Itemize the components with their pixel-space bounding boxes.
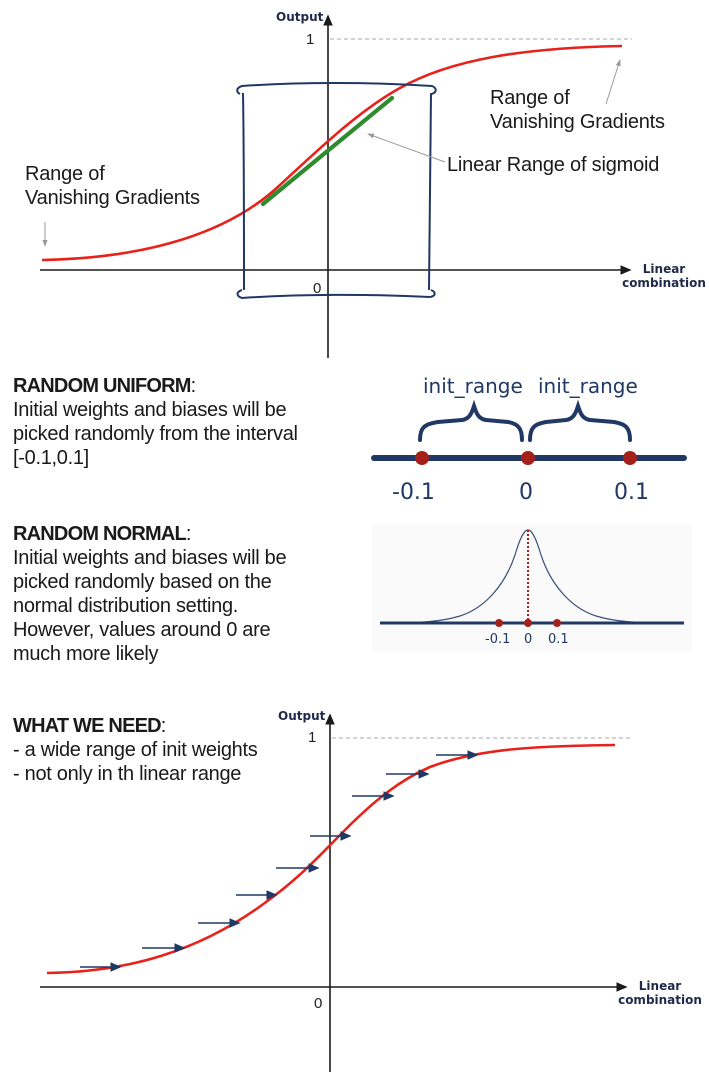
bottom-chart: [40, 713, 630, 1072]
random-normal-heading-colon: :: [185, 523, 192, 545]
top-x-axis-label-line2: combination: [622, 276, 706, 290]
what-we-need-section: WHAT WE NEED: - a wide range of init wei…: [13, 714, 313, 786]
top-y-axis-label: Output: [276, 10, 324, 24]
normal-tick-left: -0.1: [485, 632, 511, 647]
bottom-origin-label: 0: [314, 995, 323, 1012]
top-y-tick-1: 1: [306, 31, 315, 48]
uniform-tick-center: 0: [519, 480, 533, 505]
top-sigmoid-curve: [41, 44, 623, 262]
normal-diagram: [372, 524, 692, 652]
normal-tick-center: 0: [524, 632, 533, 647]
random-normal-section: RANDOM NORMAL: Initial weights and biase…: [13, 522, 363, 666]
bottom-x-axis-label-line1: Linear: [638, 979, 682, 993]
normal-tick-right: 0.1: [548, 632, 569, 647]
top-x-axis-label-line1: Linear: [642, 262, 686, 276]
bottom-x-axis-label-line2: combination: [618, 993, 702, 1007]
normal-diagram-bg: [372, 524, 692, 652]
right-vanishing-pointer: [605, 59, 621, 105]
uniform-tick-right: 0.1: [614, 480, 649, 505]
linear-range-annotation: Linear Range of sigmoid: [447, 154, 660, 176]
left-vanishing-line2: Vanishing Gradients: [25, 187, 200, 209]
top-x-axis-label: Linear combination: [622, 262, 706, 290]
uniform-dot-right: [623, 451, 637, 465]
random-normal-heading: RANDOM NORMAL: [13, 523, 187, 545]
top-linear-segment: [260, 95, 395, 207]
bottom-y-axis-label: Output: [278, 709, 326, 723]
bottom-y-tick-1: 1: [308, 729, 317, 746]
right-vanishing-line1: Range of: [490, 87, 570, 109]
bottom-x-axis-label: Linear combination: [618, 979, 702, 1007]
what-we-need-body: - a wide range of init weights - not onl…: [13, 739, 258, 785]
init-range-label-left: init_range: [423, 374, 523, 398]
top-chart: [40, 14, 632, 358]
uniform-diagram: [371, 399, 687, 465]
right-vanishing-annotation: Range of Vanishing Gradients: [490, 86, 665, 134]
random-uniform-section: RANDOM UNIFORM: Initial weights and bias…: [13, 374, 363, 470]
left-vanishing-annotation: Range of Vanishing Gradients: [25, 162, 200, 210]
uniform-dot-left: [415, 451, 429, 465]
what-we-need-heading-colon: :: [160, 715, 167, 737]
normal-dot-center: [524, 619, 532, 627]
uniform-dot-center: [521, 451, 535, 465]
random-normal-body: Initial weights and biases will be picke…: [13, 547, 287, 665]
init-range-label-right: init_range: [538, 374, 638, 398]
linear-range-pointer: [367, 133, 446, 163]
normal-dot-left: [495, 619, 503, 627]
top-origin-label: 0: [313, 280, 322, 297]
right-curly-brace: [528, 399, 632, 442]
left-vanishing-line1: Range of: [25, 163, 105, 185]
random-uniform-heading-colon: :: [190, 375, 197, 397]
what-we-need-heading: WHAT WE NEED: [13, 715, 162, 737]
random-uniform-heading: RANDOM UNIFORM: [13, 375, 191, 397]
init-weight-arrows: [80, 750, 479, 972]
normal-dot-right: [553, 619, 561, 627]
right-vanishing-line2: Vanishing Gradients: [490, 111, 665, 133]
random-uniform-body: Initial weights and biases will be picke…: [13, 399, 298, 469]
uniform-tick-left: -0.1: [392, 480, 435, 505]
linear-range-box: [236, 82, 437, 300]
left-curly-brace: [418, 399, 524, 442]
